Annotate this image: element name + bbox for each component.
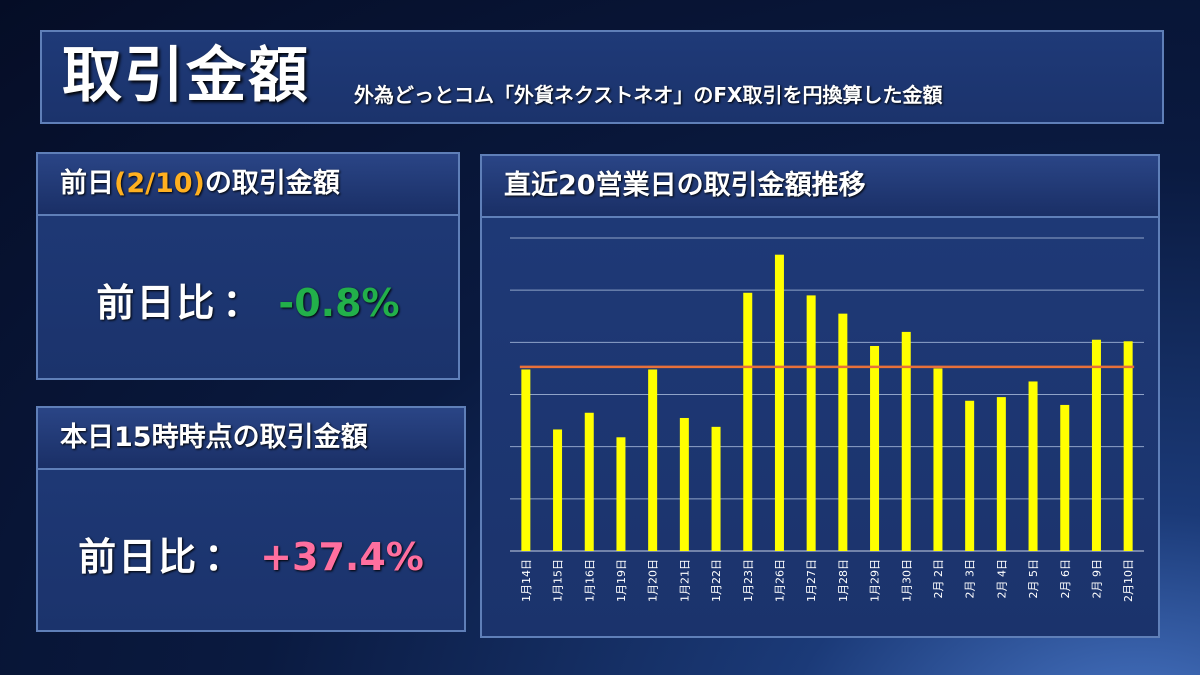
x-tick-label-19: 2月10日 [1122, 559, 1135, 602]
today-card-title: 本日15時時点の取引金額 [38, 408, 464, 470]
bar-2 [584, 412, 594, 551]
bar-1 [553, 429, 563, 551]
previous-day-ratio-label: 前日比 [96, 281, 217, 325]
bar-18 [1091, 339, 1101, 551]
x-tick-label-15: 2月 4日 [995, 559, 1008, 599]
bar-14 [965, 400, 975, 551]
x-tick-label-18: 2月 9日 [1090, 559, 1103, 599]
previous-day-ratio: 前日比： -0.8% [38, 272, 458, 327]
chart-card-title: 直近20営業日の取引金額推移 [482, 156, 1158, 218]
previous-day-ratio-value: -0.8% [278, 281, 400, 325]
x-tick-label-14: 2月 3日 [964, 559, 977, 599]
bar-10 [838, 313, 848, 551]
bar-7 [743, 292, 753, 551]
page-title: 取引金額 [62, 41, 310, 111]
x-tick-label-0: 1月14日 [520, 559, 533, 602]
bar-13 [933, 368, 943, 551]
previous-day-title-suffix: の取引金額 [204, 168, 340, 199]
bar-5 [679, 417, 689, 551]
x-tick-label-1: 1月15日 [552, 559, 565, 602]
previous-day-ratio-separator: ： [222, 281, 261, 325]
bar-6 [711, 426, 721, 551]
trading-volume-chart: 1月14日 1月15日 1月16日 1月19日 1月20日 1月21日 1月22日 1月23日… [510, 237, 1144, 602]
previous-day-date: (2/10) [114, 168, 205, 199]
x-tick-label-6: 1月22日 [710, 559, 723, 602]
x-tick-label-10: 1月28日 [837, 559, 850, 602]
today-ratio-separator: ： [204, 535, 243, 579]
header-panel: 取引金額 外為どっとコム「外貨ネクストネオ」のFX取引を円換算した金額 [40, 30, 1164, 124]
x-tick-label-2: 1月16日 [583, 559, 596, 602]
x-tick-label-12: 1月30日 [900, 559, 913, 602]
x-tick-label-4: 1月20日 [647, 559, 660, 602]
bar-3 [616, 437, 626, 551]
bar-0 [521, 369, 531, 551]
bar-8 [774, 254, 784, 551]
x-tick-label-9: 1月27日 [805, 559, 818, 602]
today-ratio-value: +37.4% [260, 535, 424, 579]
x-tick-label-7: 1月23日 [742, 559, 755, 602]
bar-17 [1060, 404, 1070, 551]
previous-day-card-title: 前日(2/10)の取引金額 [38, 154, 458, 216]
bar-16 [1028, 381, 1038, 551]
x-tick-label-3: 1月19日 [615, 559, 628, 602]
previous-day-title-prefix: 前日 [60, 168, 114, 199]
x-tick-label-17: 2月 6日 [1059, 559, 1072, 599]
page-subtitle: 外為どっとコム「外貨ネクストネオ」のFX取引を円換算した金額 [354, 83, 943, 107]
chart-card: 直近20営業日の取引金額推移 1月14日 1月15日 1月16日 1月19日 1月20日… [480, 154, 1160, 638]
bar-12 [901, 331, 911, 551]
x-tick-label-5: 1月21日 [678, 559, 691, 602]
previous-day-card: 前日(2/10)の取引金額 前日比： -0.8% [36, 152, 460, 380]
bar-15 [996, 397, 1006, 551]
x-tick-label-8: 1月26日 [773, 559, 786, 602]
today-ratio-label: 前日比 [78, 535, 199, 579]
bar-19 [1123, 341, 1133, 551]
x-tick-label-13: 2月 2日 [932, 559, 945, 599]
bar-9 [806, 295, 816, 551]
x-tick-label-16: 2月 5日 [1027, 559, 1040, 599]
bar-11 [870, 345, 880, 551]
today-ratio: 前日比： +37.4% [38, 526, 464, 581]
x-tick-label-11: 1月29日 [869, 559, 882, 602]
today-card: 本日15時時点の取引金額 前日比： +37.4% [36, 406, 466, 632]
bar-4 [648, 369, 658, 551]
